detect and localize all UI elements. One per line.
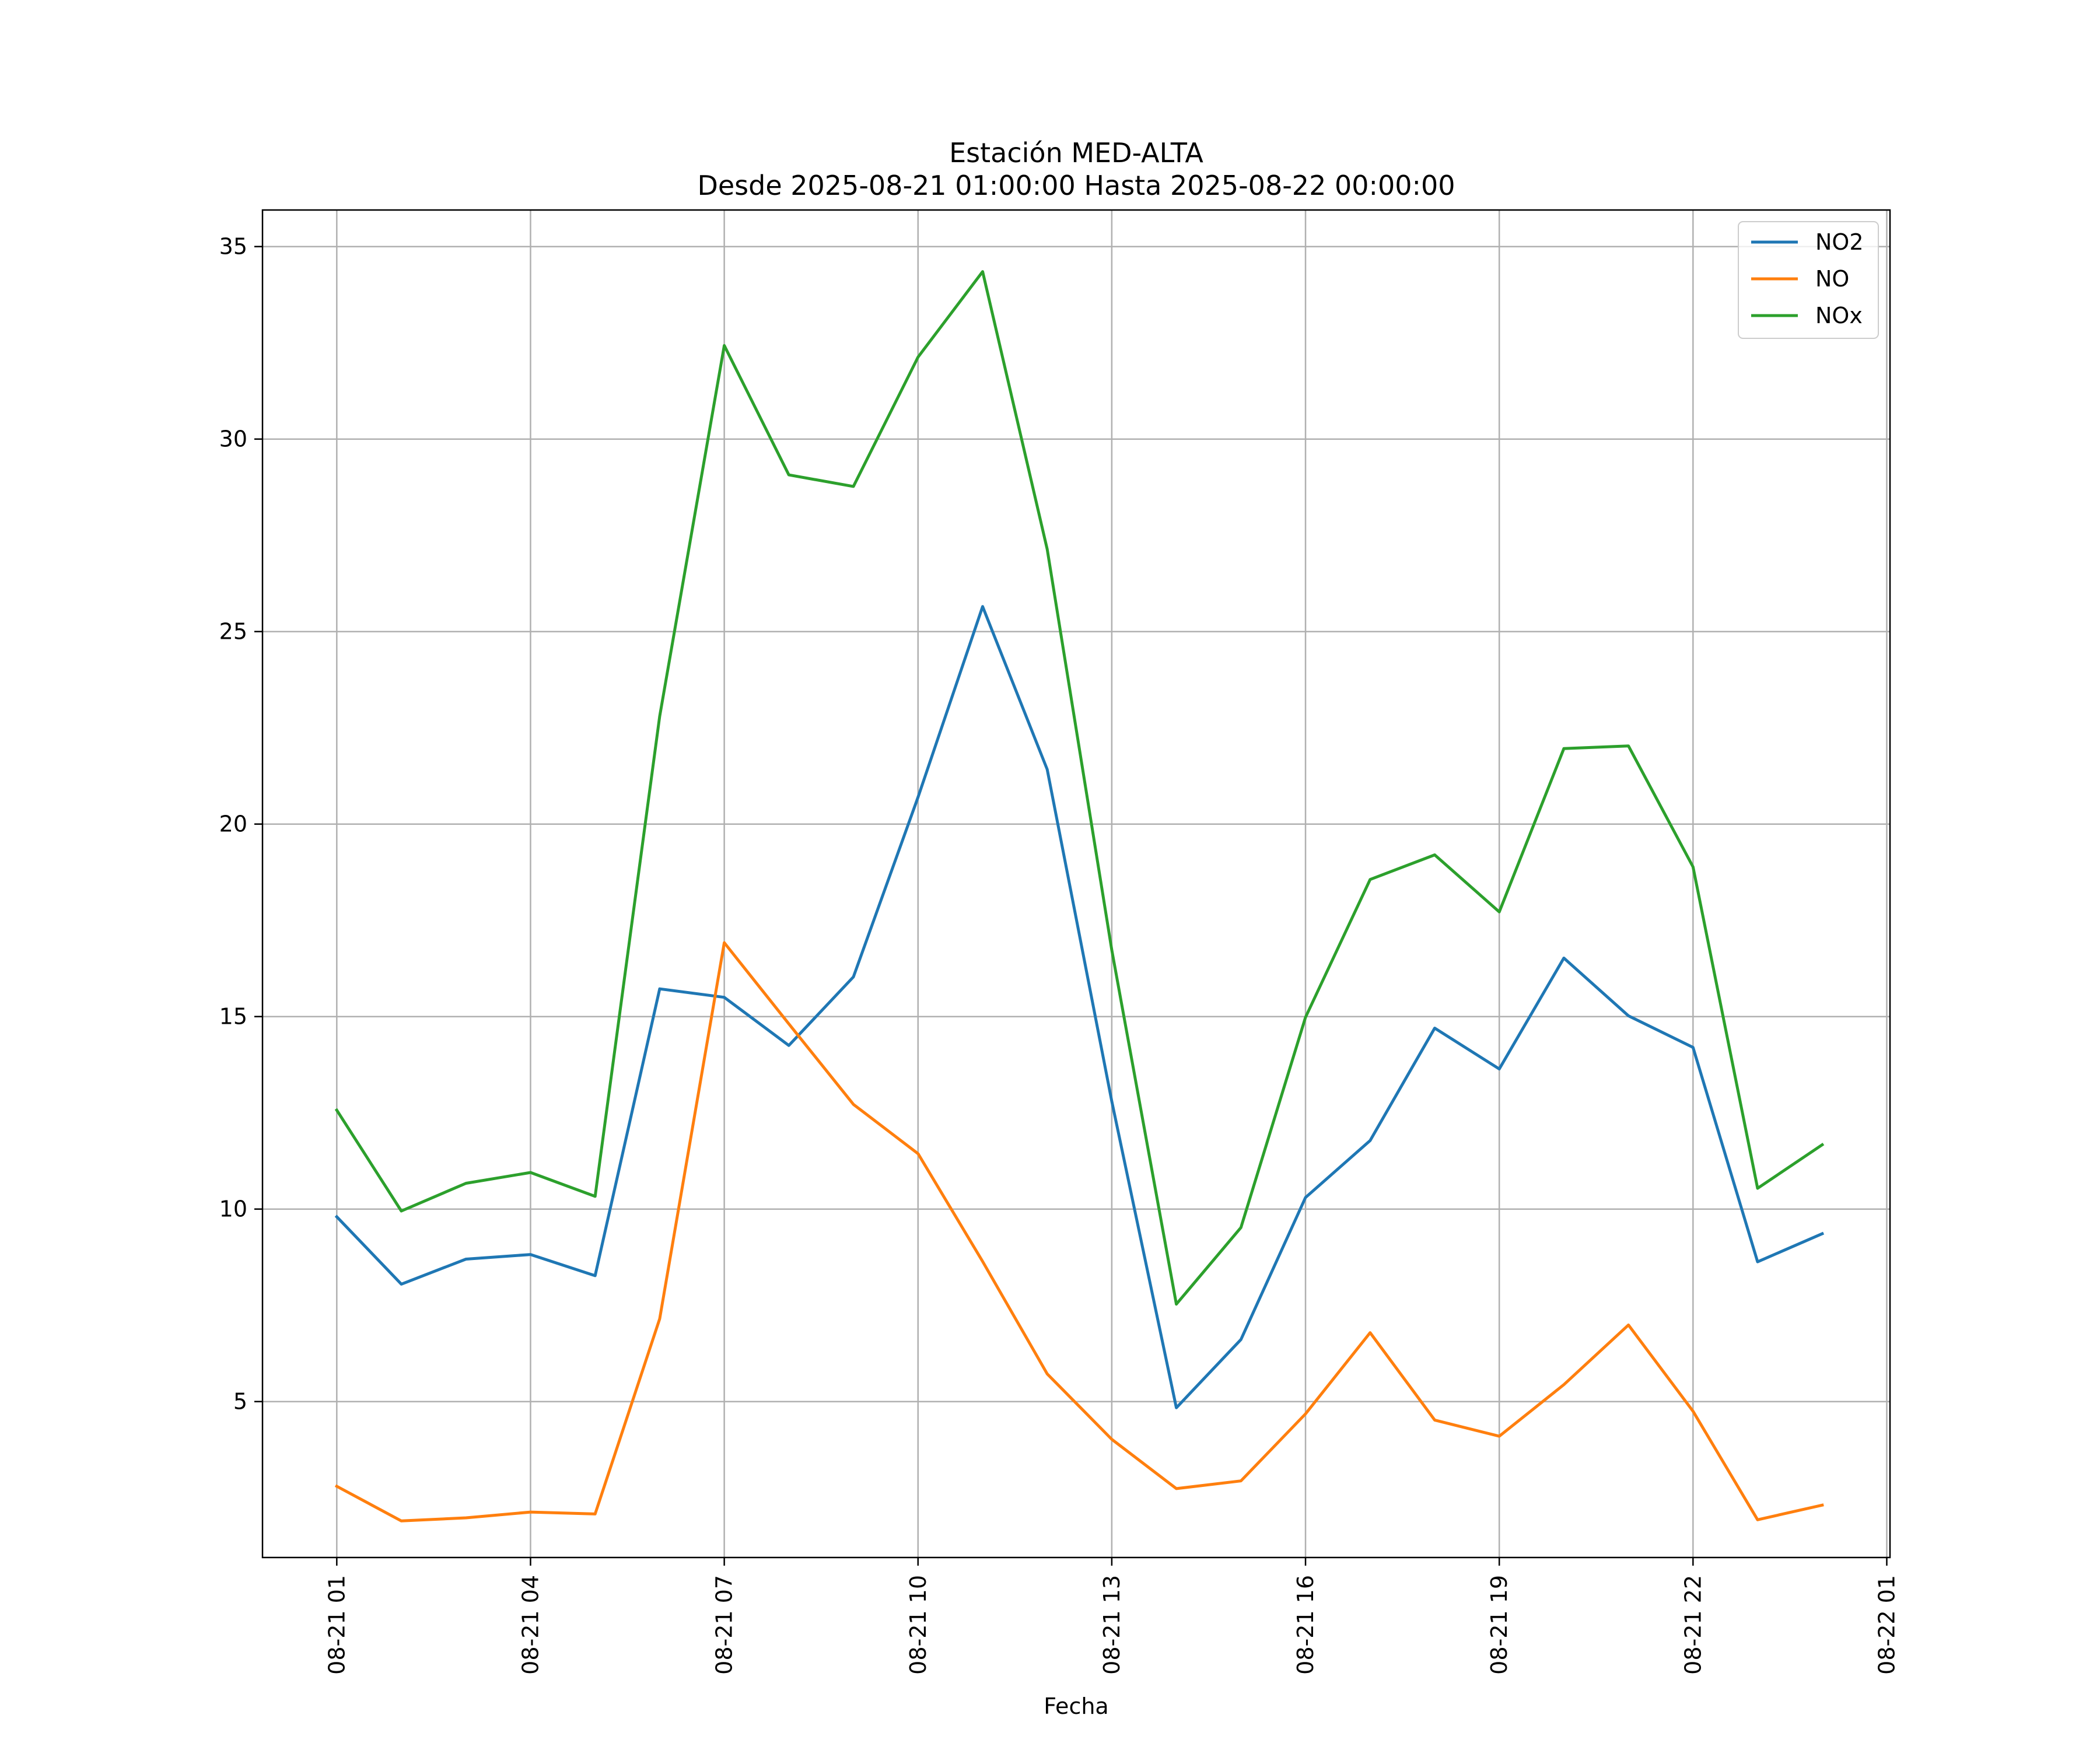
x-tick-label: 08-21 10	[905, 1575, 931, 1675]
plot-area-background	[262, 210, 1890, 1558]
series-lines	[334, 270, 1825, 1522]
x-tick-label: 08-21 01	[324, 1575, 349, 1675]
x-tick-label: 08-21 16	[1293, 1575, 1318, 1675]
chart-subtitle: Desde 2025-08-21 01:00:00 Hasta 2025-08-…	[697, 170, 1455, 201]
y-tick-label: 30	[219, 426, 247, 452]
legend: NO2 NO NOx	[1738, 221, 1879, 339]
x-tick-label: 08-22 01	[1874, 1575, 1899, 1675]
y-tick-label: 35	[219, 234, 247, 260]
x-tick-label: 08-21 22	[1680, 1575, 1706, 1675]
axis-ticks: 08-21 01 08-21 04 08-21 07 08-21 10 08-21 13…	[219, 234, 1900, 1675]
legend-label-no: NO	[1815, 266, 1849, 292]
y-tick-label: 25	[219, 619, 247, 645]
series-line-no	[334, 941, 1824, 1522]
series-line-nox	[334, 270, 1825, 1306]
legend-frame	[1738, 221, 1879, 339]
x-tick-label: 08-21 04	[517, 1575, 543, 1675]
x-tick-label: 08-21 19	[1486, 1575, 1512, 1675]
x-tick-label: 08-21 13	[1099, 1575, 1125, 1675]
x-axis-label: Fecha	[1044, 1693, 1108, 1719]
legend-label-nox: NOx	[1815, 303, 1863, 328]
chart-title: Estación MED-ALTA	[949, 137, 1203, 169]
plot-area-frame	[261, 209, 1891, 1559]
y-tick-label: 10	[219, 1196, 247, 1222]
series-line-no2	[334, 605, 1825, 1409]
y-tick-label: 20	[219, 811, 247, 837]
x-tick-label: 08-21 07	[712, 1575, 737, 1675]
y-tick-label: 15	[219, 1004, 247, 1030]
legend-label-no2: NO2	[1815, 229, 1864, 255]
y-tick-label: 5	[233, 1389, 247, 1415]
